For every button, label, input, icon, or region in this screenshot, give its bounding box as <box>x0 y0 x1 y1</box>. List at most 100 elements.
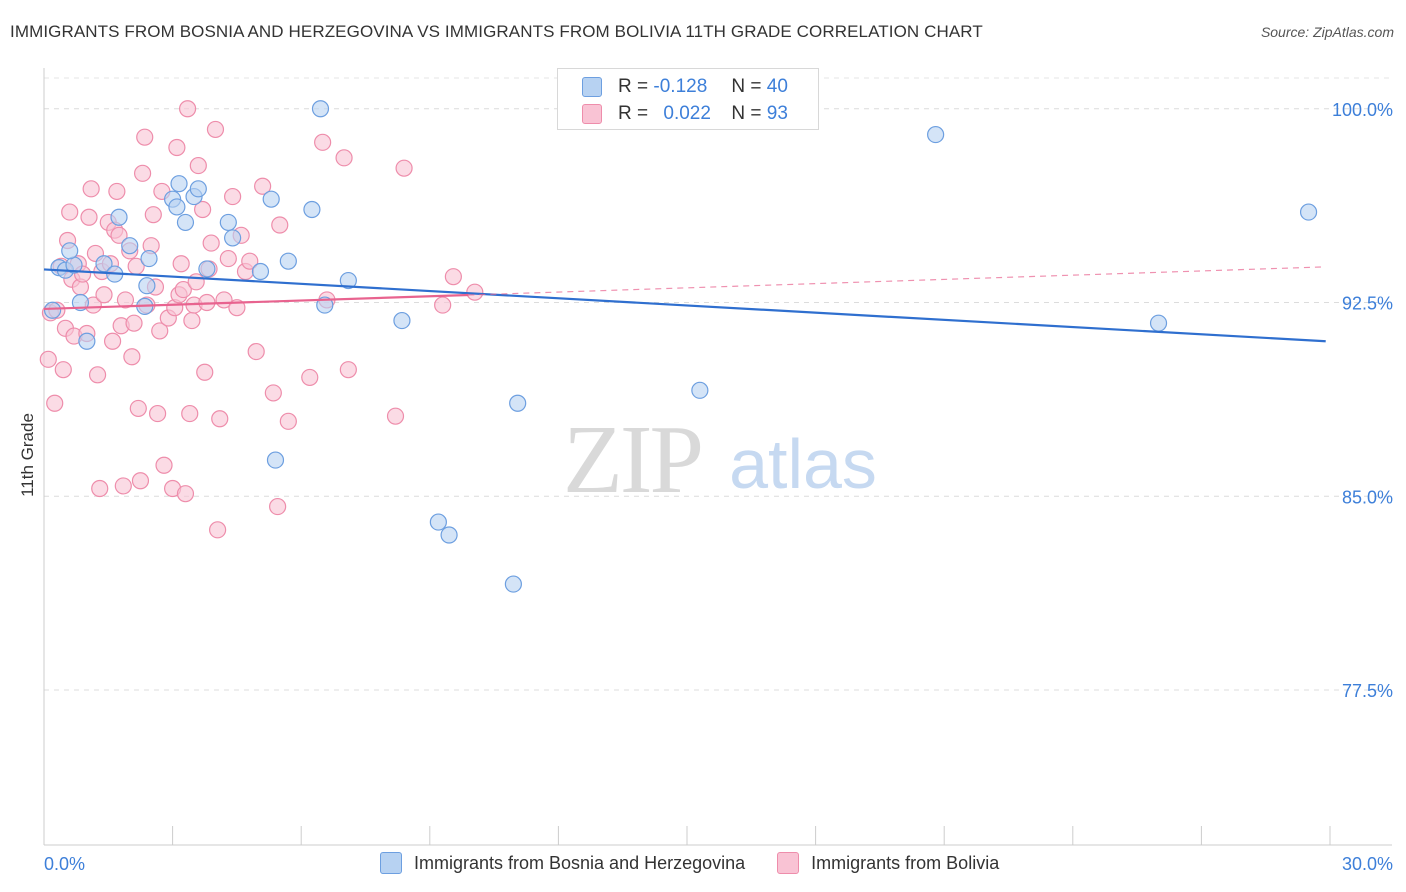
bolivia-point <box>174 280 192 299</box>
x-tick-label-max: 30.0% <box>1342 854 1393 874</box>
bosnia-point <box>429 513 447 531</box>
legend-item-bosnia[interactable]: Immigrants from Bosnia and Herzegovina <box>380 852 745 874</box>
legend-r-value: 0.022 <box>663 103 711 124</box>
bosnia-point <box>316 296 334 314</box>
bolivia-point <box>123 348 141 366</box>
legend-swatch-bosnia <box>380 852 402 874</box>
legend-r-label: R = <box>618 103 649 124</box>
bolivia-point <box>129 399 147 418</box>
bosnia-point <box>168 198 186 216</box>
bosnia-point <box>61 242 79 260</box>
bolivia-point <box>181 404 199 423</box>
bosnia-point <box>251 262 270 281</box>
x-tick-label-min: 0.0% <box>44 854 85 874</box>
bolivia-point <box>54 361 72 379</box>
y-tick-label: 100.0% <box>1332 100 1393 120</box>
bolivia-point <box>335 149 353 167</box>
bosnia-point <box>311 100 330 118</box>
bolivia-point <box>125 314 143 332</box>
bolivia-point <box>187 273 205 291</box>
bolivia-point <box>108 182 126 201</box>
bosnia-point <box>110 208 128 226</box>
bolivia-point <box>133 164 152 182</box>
bosnia-point <box>440 526 458 544</box>
bosnia-point <box>71 293 90 312</box>
legend-row-bolivia: R = 0.022 N = 93 <box>582 101 788 127</box>
bolivia-point <box>131 472 150 490</box>
bolivia-point <box>224 187 242 206</box>
bosnia-point <box>170 175 188 193</box>
bosnia-point <box>393 311 411 330</box>
bosnia-point <box>691 381 709 399</box>
bosnia-point <box>121 237 139 255</box>
bosnia-point <box>43 301 62 319</box>
legend-n-label: N = <box>731 76 762 97</box>
watermark-atlas: atlas <box>729 425 877 503</box>
legend-n-value: 40 <box>766 76 788 97</box>
bosnia-point <box>927 125 945 144</box>
bolivia-point <box>151 322 169 340</box>
legend-swatch-bolivia <box>777 852 800 874</box>
bolivia-point <box>386 407 405 425</box>
bosnia-point <box>189 180 207 198</box>
tick-labels: 77.5% 85.0% 92.5% 100.0% 0.0% 30.0% <box>44 100 1393 874</box>
legend-r-label: R = <box>618 76 649 97</box>
bolivia-point <box>95 286 113 304</box>
bolivia-point <box>301 368 319 387</box>
bolivia-point <box>172 255 190 273</box>
bolivia-point <box>434 296 452 314</box>
bolivia-point <box>148 404 167 423</box>
legend-r-value: -0.128 <box>653 76 708 97</box>
bolivia-point <box>116 291 135 309</box>
bolivia-point <box>155 456 173 474</box>
legend-n-value: 93 <box>766 103 788 124</box>
bolivia-point <box>444 268 462 286</box>
bolivia-point <box>202 234 220 252</box>
y-tick-label: 85.0% <box>1342 487 1393 507</box>
bosnia-point <box>176 213 195 232</box>
bolivia-point <box>168 138 186 157</box>
bolivia-point <box>206 120 225 139</box>
bolivia-point <box>39 350 57 368</box>
bolivia-point <box>103 332 122 350</box>
bolivia-point <box>254 177 272 195</box>
legend-n-label: N = <box>731 103 762 124</box>
legend-item-bolivia[interactable]: Immigrants from Bolivia <box>777 852 999 874</box>
bolivia-point <box>80 208 98 226</box>
bosnia-point <box>219 213 237 232</box>
watermark: ZIP atlas <box>563 406 877 514</box>
bolivia-point <box>211 410 229 428</box>
y-tick-label: 92.5% <box>1342 294 1393 314</box>
gridlines <box>44 77 1392 691</box>
trend-lines <box>43 266 1326 343</box>
bolivia-point <box>196 363 214 381</box>
bolivia-point <box>114 477 132 495</box>
legend-swatch-bosnia <box>582 77 602 97</box>
bosnia-point <box>339 271 357 290</box>
bolivia-point <box>264 384 282 402</box>
bolivia-point <box>241 252 259 270</box>
bolivia-point <box>314 133 332 151</box>
correlation-legend: R = -0.128 N = 40 R = 0.022 N = 93 <box>557 68 819 130</box>
axes <box>43 68 1392 846</box>
bolivia-point <box>194 200 212 219</box>
bolivia-point <box>271 216 289 234</box>
y-axis-title: 11th Grade <box>18 413 37 497</box>
bolivia-point <box>110 226 128 244</box>
trend-line-bolivia <box>43 293 469 311</box>
bolivia-point <box>144 206 162 224</box>
bolivia-point <box>91 479 109 498</box>
bolivia-point <box>219 249 237 268</box>
source-label: Source: ZipAtlas.com <box>1260 24 1394 40</box>
legend-swatch-bolivia <box>582 104 602 124</box>
bolivia-point <box>82 180 100 198</box>
bosnia-point <box>262 190 280 208</box>
bosnia-point <box>1299 203 1318 221</box>
series-legend: Immigrants from Bosnia and Herzegovina I… <box>380 852 1031 874</box>
bosnia-point <box>140 249 158 268</box>
bolivia-point <box>209 521 227 539</box>
bosnia-point <box>224 229 242 247</box>
watermark-zip: ZIP <box>563 406 701 514</box>
series-bolivia <box>39 100 484 539</box>
bosnia-point <box>504 575 522 593</box>
